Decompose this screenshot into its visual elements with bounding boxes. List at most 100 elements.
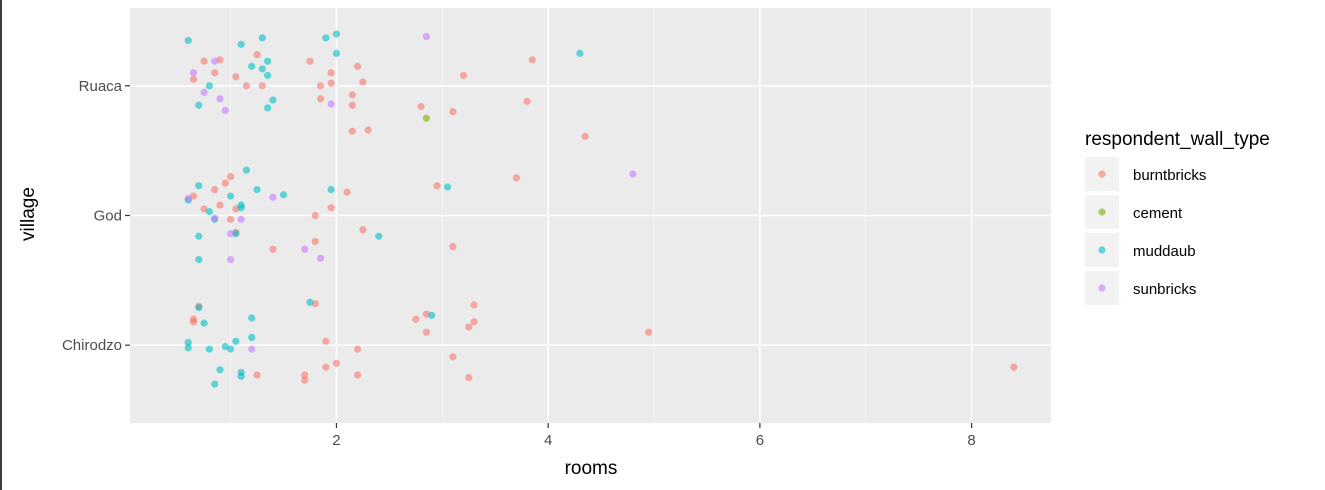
x-tick-label: 8	[967, 432, 975, 449]
data-point	[364, 126, 372, 134]
data-point	[195, 232, 203, 240]
data-point	[226, 172, 235, 181]
data-point	[242, 166, 251, 174]
data-point	[470, 301, 478, 309]
data-point	[332, 30, 341, 38]
data-point	[195, 255, 203, 264]
data-point	[216, 366, 224, 374]
data-point	[375, 232, 383, 240]
axes: 2 4 6 8 Chirodzo God Ruaca	[62, 78, 976, 449]
data-point	[306, 57, 314, 65]
data-point	[195, 182, 203, 190]
data-point	[253, 371, 261, 379]
data-point	[316, 95, 325, 103]
legend-swatch	[1098, 208, 1106, 216]
data-point	[343, 188, 351, 196]
x-axis-title: rooms	[565, 458, 618, 479]
data-point	[184, 36, 192, 45]
x-tick-label: 2	[332, 432, 340, 449]
data-point	[269, 193, 277, 201]
data-point	[205, 82, 213, 90]
data-point	[226, 345, 235, 353]
data-point	[311, 237, 319, 246]
data-point	[248, 62, 256, 70]
data-point	[184, 195, 192, 203]
data-point	[195, 101, 203, 109]
data-point	[306, 298, 314, 306]
data-point	[200, 319, 208, 327]
legend-label: muddaub	[1133, 243, 1196, 260]
data-point	[422, 32, 431, 41]
window-edge	[0, 0, 2, 490]
data-point	[211, 69, 219, 77]
data-point	[237, 40, 245, 48]
data-point	[248, 333, 256, 342]
data-point	[327, 79, 335, 87]
gridlines	[130, 8, 1051, 423]
data-point	[322, 337, 330, 345]
data-point	[205, 345, 213, 353]
data-point	[211, 214, 219, 222]
data-point	[301, 376, 309, 384]
data-point	[301, 245, 309, 253]
data-point	[528, 56, 536, 64]
data-point	[221, 106, 229, 115]
data-point	[232, 337, 240, 345]
data-point	[258, 82, 266, 90]
data-point	[327, 185, 335, 194]
data-point	[279, 191, 288, 199]
data-point	[470, 318, 478, 326]
data-point	[311, 211, 319, 220]
data-point	[226, 230, 235, 238]
data-point	[348, 91, 356, 99]
data-point	[512, 174, 520, 182]
data-point	[422, 114, 431, 122]
data-point	[1010, 363, 1018, 371]
data-point	[253, 51, 261, 59]
data-point	[269, 245, 277, 253]
data-point	[211, 185, 219, 194]
data-point	[248, 345, 256, 353]
data-point	[629, 170, 637, 178]
data-point	[242, 82, 251, 90]
y-tick-label: God	[94, 208, 122, 225]
data-point	[237, 201, 245, 209]
data-point	[237, 372, 245, 380]
data-point	[200, 57, 208, 65]
legend-swatch	[1098, 170, 1106, 178]
data-point	[189, 75, 198, 83]
data-point	[200, 88, 208, 96]
data-point	[443, 183, 452, 191]
data-point	[327, 100, 335, 108]
y-tick-label: Chirodzo	[62, 337, 122, 354]
data-point	[248, 314, 256, 322]
data-point	[417, 102, 425, 111]
y-axis-title: village	[18, 187, 39, 241]
data-point	[221, 179, 229, 187]
data-point	[459, 71, 468, 80]
data-point	[189, 318, 198, 326]
data-point	[581, 132, 589, 140]
data-point	[576, 49, 584, 57]
data-point	[348, 101, 356, 109]
data-point	[465, 323, 473, 331]
data-point	[322, 34, 330, 42]
legend-title: respondent_wall_type	[1085, 129, 1270, 150]
data-point	[195, 303, 203, 312]
data-point	[327, 204, 335, 212]
data-point	[184, 344, 192, 352]
data-point	[348, 127, 356, 135]
data-point	[258, 65, 266, 73]
data-point	[184, 338, 192, 347]
legend-swatch	[1098, 246, 1106, 254]
data-point	[216, 201, 224, 209]
data-point	[645, 328, 653, 336]
data-point	[523, 97, 531, 105]
data-point	[264, 104, 272, 112]
data-point	[412, 315, 420, 323]
legend-label: cement	[1133, 205, 1183, 222]
data-point	[232, 230, 240, 238]
data-point	[226, 192, 235, 200]
legend-label: sunbricks	[1133, 281, 1196, 298]
